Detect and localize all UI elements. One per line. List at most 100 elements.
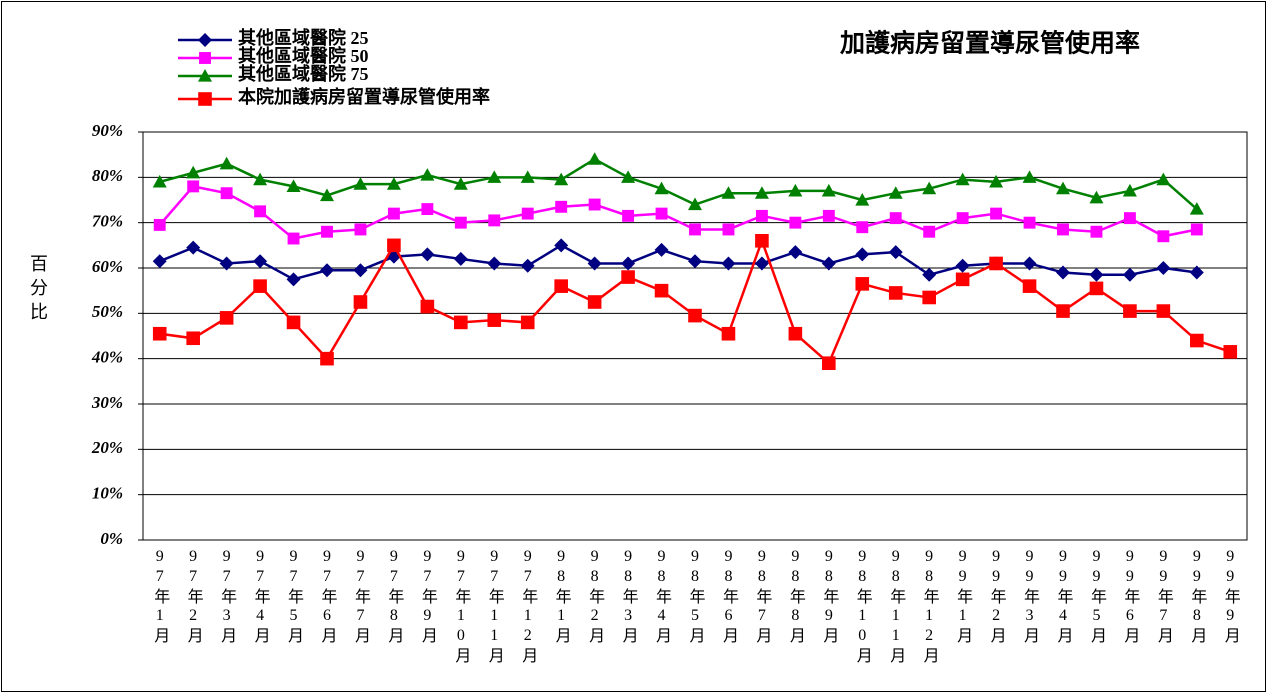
marker [520, 170, 535, 183]
x-tick-label: 98年9月 [820, 548, 839, 646]
x-tick-label: 98年6月 [720, 548, 739, 646]
marker [186, 240, 201, 255]
x-tick-label: 97年4月 [252, 548, 271, 646]
marker [1090, 225, 1103, 238]
marker [219, 311, 234, 325]
marker [721, 186, 736, 199]
marker [521, 207, 534, 220]
x-tick-label: 99年7月 [1155, 548, 1174, 646]
marker [186, 331, 200, 346]
marker [1123, 304, 1137, 318]
marker [219, 256, 234, 271]
x-tick-label: 99年1月 [954, 548, 973, 646]
x-tick-label: 97年12月 [519, 548, 538, 666]
marker [989, 256, 1003, 271]
marker [990, 207, 1003, 220]
marker [320, 188, 334, 202]
marker [420, 168, 435, 181]
x-tick-label: 98年7月 [753, 548, 772, 646]
marker [1022, 170, 1037, 183]
marker [755, 234, 769, 248]
marker [1022, 279, 1037, 293]
marker [487, 170, 502, 183]
marker [621, 256, 636, 271]
marker [587, 152, 602, 165]
marker [220, 187, 233, 200]
marker [1190, 223, 1203, 236]
marker [1156, 261, 1171, 275]
y-tick-label: 10% [92, 484, 123, 503]
marker [955, 172, 970, 186]
marker [822, 356, 836, 370]
marker [922, 267, 937, 282]
marker [1022, 256, 1037, 271]
x-tick-label: 97年8月 [385, 548, 404, 646]
marker [755, 209, 768, 222]
x-tick-label: 99年4月 [1055, 548, 1074, 646]
x-tick-label: 98年5月 [687, 548, 706, 646]
marker [198, 33, 212, 47]
marker [321, 225, 333, 238]
marker [487, 256, 502, 271]
marker [453, 251, 468, 266]
legend-label: 其他區域醫院 25 [238, 27, 369, 48]
marker [587, 295, 602, 309]
marker [788, 245, 803, 260]
y-tick-label: 40% [91, 348, 123, 367]
marker [1089, 267, 1104, 282]
marker [1023, 216, 1036, 229]
marker [822, 209, 835, 222]
marker [689, 223, 701, 236]
y-tick-label: 90% [92, 121, 123, 140]
marker [286, 315, 301, 330]
marker [286, 272, 301, 287]
y-tick-label: 70% [92, 212, 123, 231]
y-tick-label: 60% [92, 257, 123, 276]
marker [722, 223, 735, 236]
x-tick-label: 97年10月 [452, 548, 471, 666]
marker [320, 263, 334, 278]
marker [420, 299, 435, 314]
marker [587, 256, 602, 271]
marker [955, 258, 970, 273]
x-tick-label: 98年3月 [620, 548, 639, 646]
marker [654, 242, 669, 257]
marker [1123, 212, 1136, 225]
marker [353, 295, 368, 309]
marker [287, 232, 300, 245]
marker [654, 283, 669, 298]
marker [554, 172, 569, 186]
y-tick-label: 20% [91, 438, 123, 457]
marker [621, 170, 636, 183]
marker [253, 254, 268, 269]
marker [454, 216, 467, 229]
marker [1089, 281, 1104, 296]
marker [923, 225, 936, 238]
marker [554, 238, 569, 253]
marker [152, 326, 167, 341]
marker [1122, 267, 1137, 282]
marker [922, 290, 936, 305]
x-tick-label: 97年3月 [218, 548, 237, 646]
marker [420, 247, 435, 262]
y-tick-label: 30% [91, 393, 123, 412]
marker [253, 172, 268, 186]
x-tick-label: 99年5月 [1088, 548, 1107, 646]
y-tick-label: 0% [100, 529, 123, 548]
marker [387, 238, 401, 253]
series-line [159, 157, 1198, 211]
marker [588, 198, 601, 211]
x-tick-label: 99年8月 [1188, 548, 1207, 646]
marker [888, 186, 903, 199]
marker [454, 315, 468, 330]
marker [654, 181, 669, 195]
marker [1157, 230, 1170, 243]
x-tick-label: 98年10月 [854, 548, 873, 666]
legend-label: 其他區域醫院 50 [238, 45, 369, 66]
marker [1189, 202, 1204, 215]
marker [956, 212, 969, 225]
marker [888, 245, 903, 260]
x-tick-label: 99年6月 [1121, 548, 1140, 646]
